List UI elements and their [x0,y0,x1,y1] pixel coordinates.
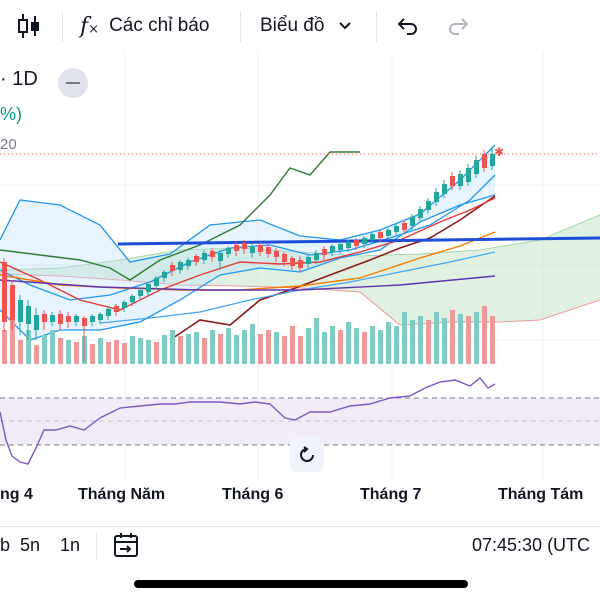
indicators-label: Các chỉ báo [109,15,210,36]
function-icon: f× [80,13,100,39]
x-axis-label: Tháng Tám [498,486,584,503]
undo-button[interactable] [396,0,418,52]
indicator-value-fragment: 20 [0,136,17,153]
candlesticks [2,148,495,362]
bottom-divider [96,533,97,559]
go-to-date-button[interactable] [112,531,140,564]
chevron-down-icon [339,22,352,30]
undo-icon [397,18,417,35]
dark-red-line [169,195,496,341]
range-1d-button[interactable]: 1n [60,535,81,555]
toolbar-divider [240,12,241,42]
last-price-marker: ✱ [494,145,504,159]
toolbar-divider [376,12,377,42]
toolbar-divider [62,12,63,42]
x-axis-label: ng 4 [0,486,33,503]
reset-icon [300,446,314,462]
bottom-bar: b 5n 1n 07:45:30 (UTC [0,526,600,564]
reset-chart-button[interactable] [290,438,324,472]
rsi-line [0,377,496,465]
chart-type-label: Biểu đồ [260,15,325,36]
candlestick-icon[interactable] [16,0,42,52]
volume-bars [2,306,495,364]
x-axis-labels: ng 4 Tháng Năm Tháng 6 Tháng 7 Tháng Tám [0,486,600,510]
red-line [0,197,496,311]
x-axis-label: Tháng 7 [360,486,422,503]
cloud-lower-line [0,273,600,326]
range-5d-button[interactable]: 5n [20,535,41,555]
top-toolbar: f× Các chỉ báo Biểu đồ [0,0,600,52]
collapse-button[interactable] [58,68,88,98]
redo-icon [449,18,469,35]
change-percent-fragment: %) [0,104,22,124]
bollinger-upper [0,144,496,263]
x-axis-label: Tháng 6 [222,486,284,503]
chart-type-dropdown[interactable]: Biểu đồ [260,0,352,52]
price-chart[interactable]: ✱ [0,52,600,522]
timeframe-label[interactable]: · 1D [0,68,38,90]
redo-button[interactable] [448,0,470,52]
purple-line [0,275,496,291]
x-axis-label: Tháng Năm [78,486,166,503]
home-indicator [134,580,468,588]
bollinger-lower [0,194,496,341]
lagging-span [0,151,360,281]
indicators-button[interactable]: f× Các chỉ báo [80,0,209,52]
calendar-arrow-icon [114,533,138,557]
clock-timezone[interactable]: 07:45:30 (UTC [472,535,591,555]
range-button[interactable]: b [0,535,11,555]
minus-icon [66,82,80,84]
